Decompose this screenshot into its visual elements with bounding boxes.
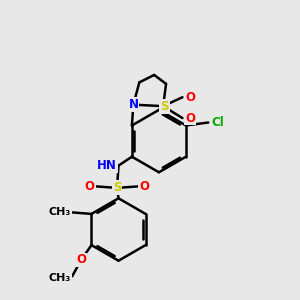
Text: CH₃: CH₃ xyxy=(48,273,71,283)
Text: S: S xyxy=(113,182,121,194)
Text: CH₃: CH₃ xyxy=(48,207,71,218)
Text: O: O xyxy=(185,91,195,104)
Text: O: O xyxy=(76,254,86,266)
Text: N: N xyxy=(128,98,138,111)
Text: HN: HN xyxy=(97,159,117,172)
Text: O: O xyxy=(185,112,195,124)
Text: S: S xyxy=(160,100,169,113)
Text: Cl: Cl xyxy=(211,116,224,129)
Text: O: O xyxy=(139,180,149,193)
Text: O: O xyxy=(85,180,95,193)
